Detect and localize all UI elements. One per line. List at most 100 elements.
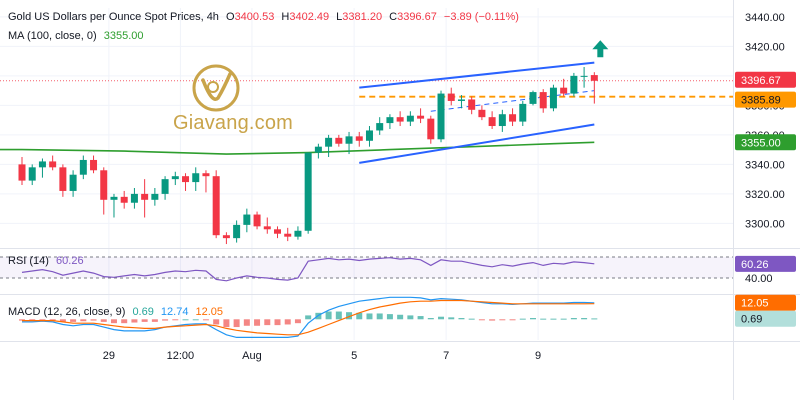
price-axis-tick: 3320.00: [745, 189, 785, 201]
candle-body: [59, 167, 67, 191]
candle-body: [519, 103, 527, 122]
candle-body: [406, 115, 414, 122]
close-value: 3396.67: [397, 11, 437, 23]
candle-body: [498, 114, 506, 127]
macd-histogram-bar: [386, 314, 393, 320]
macd-histogram-bar: [80, 319, 87, 322]
macd-histogram-bar: [284, 319, 291, 325]
price-axis-tick: 3340.00: [745, 159, 785, 171]
candle-body: [28, 167, 36, 181]
logo-ring: [192, 64, 240, 112]
macd-histogram-bar: [70, 319, 77, 322]
ma-tag-bg: [735, 134, 796, 151]
high-value: 3402.49: [289, 11, 330, 23]
last-price-tag-bg: [735, 71, 796, 88]
macd-histogram-bar: [530, 318, 536, 320]
candle-body: [274, 229, 281, 234]
macd-hist-tag-label: 0.69: [741, 314, 762, 326]
candle-body: [345, 136, 353, 144]
candle-body: [314, 146, 322, 153]
candle-body: [590, 75, 598, 81]
candlestick-series: [18, 67, 598, 245]
bullish-arrow-icon: [592, 40, 609, 58]
macd-histogram-bar: [223, 319, 230, 328]
ma-legend: MA (100, close, 0) 3355.00: [8, 30, 147, 42]
candle-body: [457, 99, 465, 101]
macd-hist-value: 0.69: [132, 306, 154, 318]
time-axis-tick: 9: [535, 350, 541, 362]
candle-body: [529, 92, 537, 104]
ma-100-line: [0, 141, 595, 155]
macd-signal-tag-label: 12.05: [741, 298, 769, 310]
macd-histogram-bar: [243, 319, 250, 326]
candle-body: [509, 114, 517, 122]
low-label: L: [336, 11, 343, 23]
macd-histogram-bar: [59, 319, 66, 322]
dashed-level-tag-label: 3385.89: [741, 95, 781, 107]
last-price-tag-label: 3396.67: [741, 75, 781, 87]
candle-body: [365, 130, 373, 141]
ma-label: MA (100, close, 0): [8, 30, 97, 42]
candle-body: [182, 176, 190, 183]
macd-histogram-bar: [509, 319, 516, 321]
channel-mid-line: [430, 90, 595, 112]
macd-histogram-bar: [427, 318, 434, 320]
macd-histogram-bar: [264, 319, 271, 326]
time-axis-tick: 5: [351, 350, 357, 362]
macd-histogram-bar: [591, 318, 598, 320]
candle-body: [79, 159, 87, 175]
close-label: C: [389, 11, 398, 23]
candle-body: [212, 176, 220, 236]
brand-watermark: Giavang.com: [173, 112, 294, 134]
time-axis-tick: 7: [443, 350, 449, 362]
candle-body: [202, 173, 210, 177]
macd-histogram-bar: [550, 318, 557, 320]
candle-body: [222, 235, 230, 239]
macd-histogram-bar: [438, 316, 445, 320]
macd-histogram-bar: [141, 319, 148, 322]
macd-histogram-bar: [29, 319, 36, 321]
logo-v-mark: [201, 72, 232, 101]
candle-body: [294, 230, 302, 237]
macd-histogram-bar: [202, 319, 209, 321]
price-tags: 3396.67 3385.89 3355.00 60.26 12.05 0.69: [735, 71, 796, 327]
macd-histogram-bar: [305, 315, 312, 320]
candle-body: [253, 214, 261, 227]
candle-body: [151, 193, 159, 200]
price-grid: [0, 8, 733, 340]
macd-histogram-bar: [397, 314, 404, 320]
macd-histogram-bar: [294, 319, 301, 324]
macd-histogram-bar: [274, 319, 281, 326]
macd-line-value: 12.74: [160, 306, 189, 318]
candle-body: [539, 92, 547, 109]
candle-body: [192, 173, 200, 183]
channel-lower-line: [359, 123, 595, 164]
time-axis-tick: Aug: [242, 350, 262, 362]
price-axis-tick: 3300.00: [745, 218, 785, 230]
candle-body: [447, 93, 455, 101]
price-axis-tick: 3440.00: [745, 12, 785, 24]
channel-upper-line: [359, 61, 595, 89]
symbol-header: Gold US Dollars per Ounce Spot Prices, 4…: [8, 11, 523, 23]
macd-histogram-bar: [560, 318, 567, 320]
candle-body: [18, 164, 26, 181]
low-value: 3381.20: [342, 11, 383, 23]
rsi-pane: [0, 256, 733, 282]
candle-body: [38, 161, 46, 168]
candle-body: [335, 137, 343, 144]
rsi-value-tag-label: 60.26: [741, 259, 769, 271]
macd-histogram-bar: [325, 311, 332, 320]
macd-histogram-bar: [407, 315, 414, 320]
rsi-band: [0, 257, 733, 278]
price-axis-tick: 3420.00: [745, 41, 785, 53]
macd-histogram-bar: [417, 316, 424, 320]
rsi-axis-tick: 40.00: [745, 273, 773, 285]
macd-histogram-bar: [499, 319, 506, 321]
candle-body: [427, 118, 435, 140]
macd-histogram-bar: [192, 319, 199, 321]
candle-body: [161, 179, 169, 194]
macd-histogram-bar: [121, 319, 128, 324]
macd-histogram-bar: [570, 318, 577, 320]
rsi-legend-value: 60.26: [56, 255, 84, 267]
